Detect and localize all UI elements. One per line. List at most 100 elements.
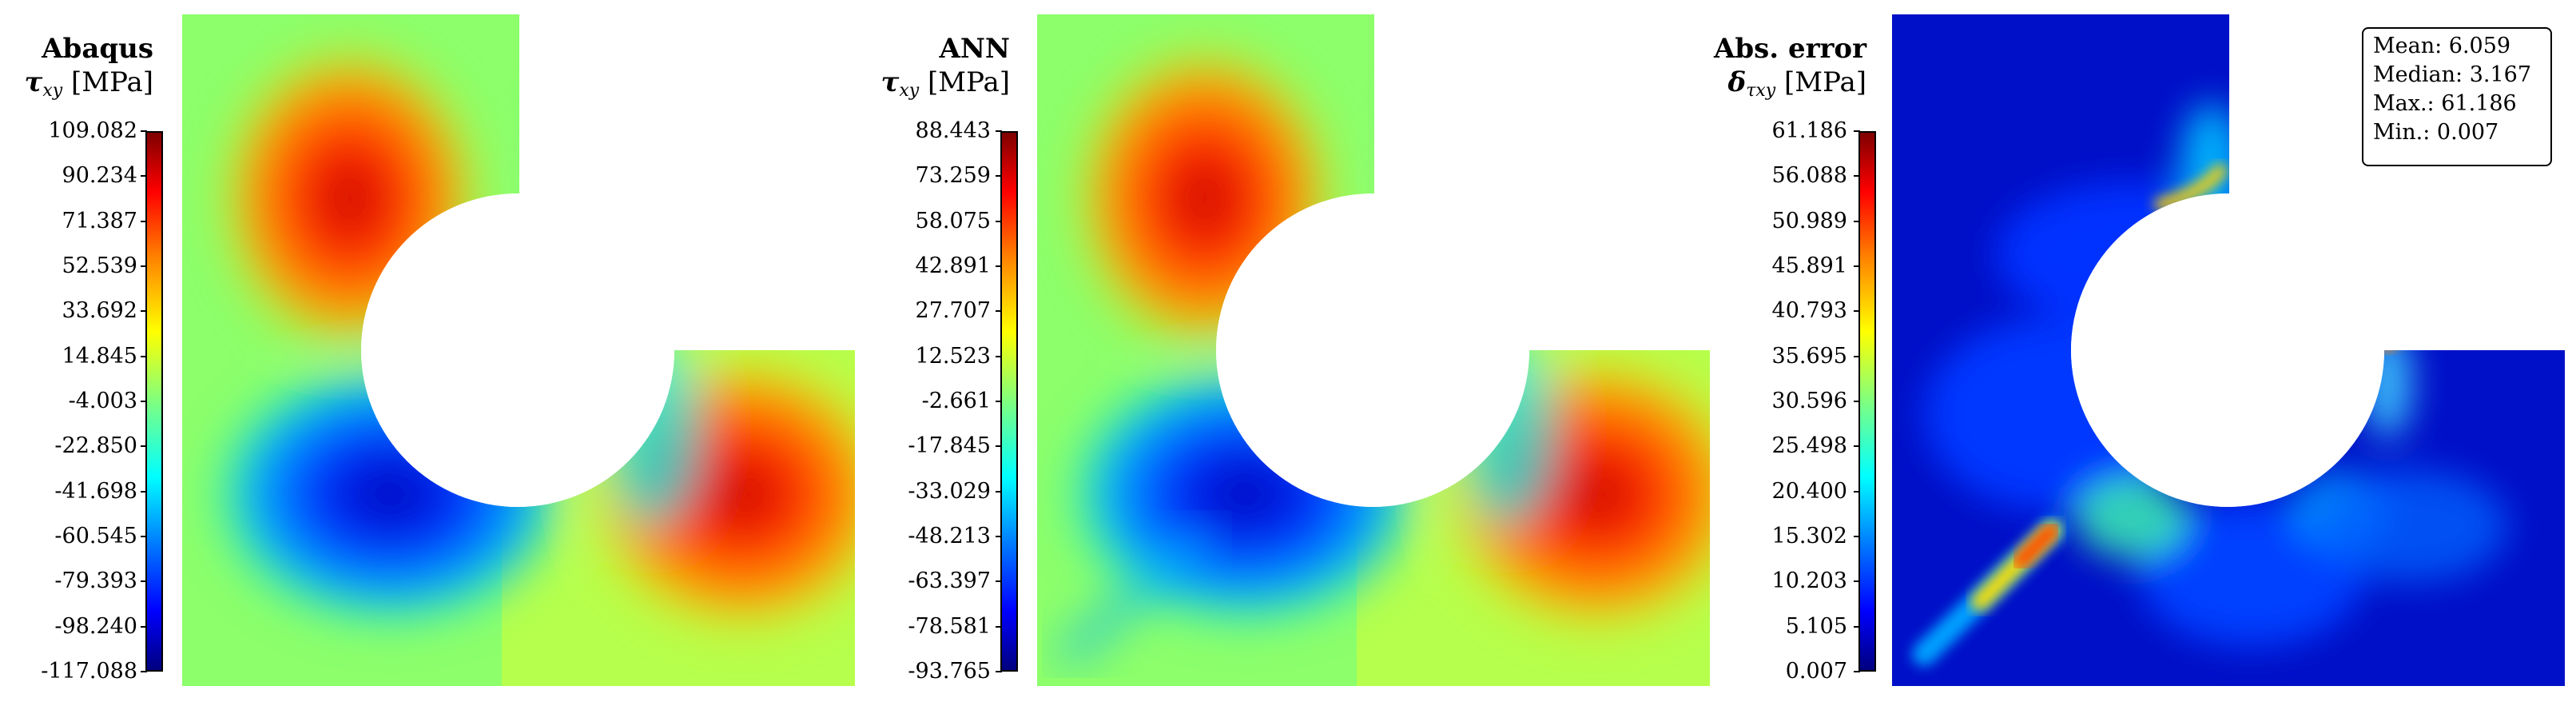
colorbar-tick-label: 25.498 (1771, 433, 1847, 459)
colorbar-tick-label: 40.793 (1771, 298, 1847, 324)
colorbar-tick-label: 14.845 (62, 343, 137, 369)
title-label: Abaqus (42, 33, 153, 65)
colorbar-tick-mark (141, 355, 147, 357)
colorbar-tick-label: -79.393 (54, 568, 137, 594)
panel-title: Abaqus τxy [MPa] (16, 32, 153, 108)
colorbar-tick-mark (141, 536, 147, 537)
colorbar-tick-mark (1854, 625, 1860, 628)
stat-median: Median: 3.167 (2373, 62, 2532, 87)
stat-min: Min.: 0.007 (2373, 120, 2499, 145)
colorbar-tick-label: 58.075 (915, 208, 991, 233)
colorbar-tick-mark (1854, 175, 1860, 177)
colorbar-tick-label: -41.698 (54, 478, 137, 504)
colorbar-tick-mark (1854, 265, 1860, 267)
colorbar-tick-mark (996, 265, 1002, 267)
stats-box: Mean: 6.059 Median: 3.167 Max.: 61.186 M… (2362, 27, 2552, 166)
title-subscript: τxy (1746, 81, 1776, 101)
colorbar-tick-label: 88.443 (915, 118, 991, 143)
colorbar-tick-label: 10.203 (1771, 568, 1847, 594)
colorbar-tick-mark (141, 265, 147, 267)
colorbar-tick-label: 33.692 (62, 298, 137, 324)
colorbar-tick-label: -60.545 (54, 524, 137, 548)
colorbar-tick-label: 42.891 (915, 253, 991, 278)
colorbar (1000, 131, 1018, 672)
colorbar-tick-label: -78.581 (908, 613, 991, 639)
colorbar-tick-mark (141, 625, 147, 628)
colorbar-tick-mark (141, 490, 147, 493)
colorbar-tick-mark (996, 625, 1002, 628)
colorbar-tick-label: 20.400 (1771, 478, 1847, 504)
colorbar-tick-label: -93.765 (908, 659, 991, 684)
colorbar-tick-label: 61.186 (1771, 118, 1847, 143)
title-label: ANN (939, 33, 1010, 65)
heatmap-ann (1037, 14, 1710, 686)
colorbar-tick-label: 0.007 (1785, 659, 1847, 684)
colorbar-tick-mark (141, 310, 147, 313)
colorbar-tick-mark (996, 580, 1002, 583)
colorbar-tick-mark (1854, 671, 1860, 672)
colorbar-tick-label: 27.707 (915, 298, 991, 324)
colorbar-tick-mark (1854, 401, 1860, 402)
heatmap-abaqus (182, 14, 855, 686)
colorbar-tick-label: 90.234 (62, 163, 137, 189)
colorbar-tick-label: 30.596 (1771, 389, 1847, 413)
colorbar-tick-label: -4.003 (68, 389, 137, 413)
colorbar-tick-mark (1854, 355, 1860, 357)
title-unit: [MPa] (71, 66, 153, 98)
colorbar-tick-label: -98.240 (54, 613, 137, 639)
colorbar-tick-label: 12.523 (915, 343, 991, 369)
colorbar-tick-mark (996, 310, 1002, 313)
colorbar-tick-label: -22.850 (54, 433, 137, 459)
colorbar-tick-mark (141, 445, 147, 448)
colorbar-tick-label: 15.302 (1771, 524, 1847, 548)
colorbar-tick-label: 45.891 (1771, 253, 1847, 278)
colorbar-tick-label: -33.029 (908, 478, 991, 504)
title-symbol: τ (881, 66, 900, 98)
title-label: Abs. error (1713, 33, 1866, 65)
colorbar-tick-mark (141, 220, 147, 222)
stat-mean: Mean: 6.059 (2373, 34, 2511, 58)
colorbar-tick-label: -2.661 (921, 389, 991, 413)
colorbar-tick-mark (996, 671, 1002, 672)
colorbar-tick-mark (996, 355, 1002, 357)
colorbar-tick-mark (996, 220, 1002, 222)
title-symbol: δ (1727, 66, 1747, 98)
colorbar (1858, 131, 1876, 672)
colorbar-tick-label: 71.387 (62, 208, 137, 233)
colorbar-tick-mark (1854, 490, 1860, 493)
colorbar-tick-mark (996, 175, 1002, 177)
colorbar-tick-mark (1854, 310, 1860, 313)
panel-title: ANN τxy [MPa] (855, 32, 1010, 108)
colorbar-tick-mark (141, 130, 147, 132)
panel-title: Abs. error δτxy [MPa] (1646, 32, 1866, 108)
colorbar-tick-mark (141, 175, 147, 177)
colorbar (145, 131, 163, 672)
colorbar-tick-mark (1854, 536, 1860, 537)
colorbar-tick-label: -117.088 (41, 659, 137, 684)
colorbar-tick-label: 56.088 (1771, 163, 1847, 189)
colorbar-tick-mark (996, 130, 1002, 132)
colorbar-tick-label: -48.213 (908, 524, 991, 548)
title-subscript: xy (899, 81, 920, 101)
colorbar-tick-label: -63.397 (908, 568, 991, 594)
colorbar-tick-mark (141, 671, 147, 672)
colorbar-tick-mark (996, 490, 1002, 493)
colorbar-tick-label: -17.845 (908, 433, 991, 459)
colorbar-tick-mark (996, 445, 1002, 448)
colorbar-tick-mark (996, 401, 1002, 402)
colorbar-tick-mark (141, 401, 147, 402)
title-subscript: xy (42, 81, 63, 101)
colorbar-tick-label: 73.259 (915, 163, 991, 189)
title-unit: [MPa] (928, 66, 1010, 98)
colorbar-tick-label: 5.105 (1785, 613, 1847, 639)
colorbar-tick-label: 109.082 (48, 118, 137, 143)
colorbar-tick-mark (1854, 445, 1860, 448)
colorbar-tick-label: 52.539 (62, 253, 137, 278)
colorbar-tick-mark (1854, 580, 1860, 583)
colorbar-tick-mark (1854, 220, 1860, 222)
title-symbol: τ (24, 66, 43, 98)
title-unit: [MPa] (1784, 66, 1866, 98)
colorbar-tick-mark (141, 580, 147, 583)
colorbar-tick-mark (996, 536, 1002, 537)
stat-max: Max.: 61.186 (2373, 91, 2517, 116)
